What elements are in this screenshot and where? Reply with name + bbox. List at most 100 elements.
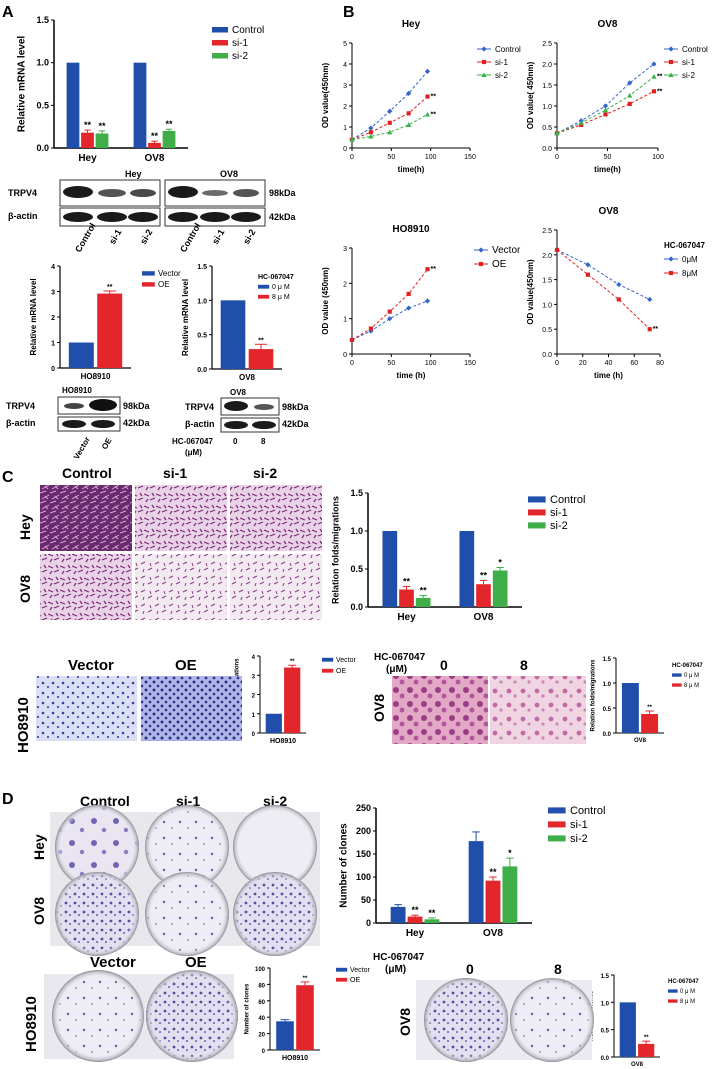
- legend-swatch: [548, 821, 566, 828]
- image-col-label: 8: [554, 961, 562, 977]
- data-point: [668, 59, 674, 65]
- bar: [148, 142, 161, 148]
- legend-label: OE: [350, 977, 360, 984]
- legend-title: HC-067047: [664, 241, 705, 250]
- chart-c-overexpression-migration: 01234Relation folds/migrations**HO8910Ve…: [234, 655, 356, 745]
- migration-images-inhibitor: HC-067047 (μM) 0 8 OV8: [371, 652, 586, 744]
- legend-label: Vector: [158, 269, 181, 278]
- blot-band: [97, 212, 127, 222]
- series-line: [351, 71, 428, 141]
- data-point: [481, 46, 487, 52]
- panel-label-c: C: [2, 469, 14, 486]
- y-tick-label: 50: [361, 895, 371, 905]
- image-col-label: si-1: [176, 793, 200, 809]
- data-point: [585, 262, 591, 268]
- y-tick-label: 0.0: [350, 602, 363, 612]
- legend-label: 0μM: [682, 255, 698, 264]
- image-row-label: HO8910: [23, 996, 40, 1052]
- y-tick-label: 4: [252, 655, 256, 661]
- y-tick-label: 2.0: [542, 62, 552, 69]
- blot-band: [200, 212, 230, 222]
- significance-label: **: [107, 284, 113, 291]
- significance-label: **: [290, 659, 295, 665]
- blot-dose-label: 0: [233, 437, 238, 446]
- y-tick-label: 40: [258, 1016, 265, 1022]
- y-tick-label: 0.0: [36, 143, 49, 153]
- y-tick-label: 0.0: [197, 367, 207, 374]
- data-point: [406, 90, 412, 96]
- legend-swatch: [322, 657, 334, 662]
- y-tick-label: 2.0: [542, 253, 552, 260]
- data-point: [627, 101, 632, 106]
- blot-lane-label: si-2: [138, 228, 154, 246]
- legend-label: Vector: [336, 657, 357, 664]
- y-tick-label: 20: [258, 1033, 265, 1039]
- bar: [390, 906, 406, 923]
- data-point: [349, 137, 355, 142]
- x-tick-label: 0: [555, 154, 559, 161]
- data-point: [349, 337, 355, 342]
- y-tick-label: 0.5: [542, 327, 552, 334]
- blot-band: [63, 212, 93, 222]
- y-tick-label: 0: [262, 1049, 266, 1055]
- y-tick-label: 0.5: [197, 333, 207, 340]
- legend-swatch: [668, 999, 678, 1003]
- legend-label: 8 μ M: [680, 999, 695, 1005]
- bar: [407, 916, 423, 923]
- data-point: [668, 46, 674, 52]
- y-tick-label: 80: [258, 983, 265, 989]
- blot-band: [224, 401, 248, 411]
- chart-b-ov8-inhibitor-growth: 0.0 0.5 1.0 1.5 2.0 2.5 0 20 40 60 80 OV8 time (h) OD…: [526, 206, 705, 380]
- bar: [459, 531, 475, 607]
- image-col-label: si-2: [263, 793, 287, 809]
- data-point: [603, 112, 608, 117]
- data-point: [554, 130, 560, 136]
- data-point: [424, 68, 431, 74]
- data-point: [602, 103, 609, 109]
- x-category-label: Hey: [406, 928, 425, 939]
- legend-swatch: [672, 673, 682, 677]
- legend-label: OE: [336, 668, 346, 675]
- blot-band: [254, 404, 274, 410]
- bar: [265, 713, 282, 733]
- y-axis-title: Relation folds/migrations: [590, 659, 596, 732]
- legend-label: OE: [158, 280, 170, 289]
- significance-label: **: [431, 111, 437, 118]
- significance-label: **: [657, 74, 663, 81]
- panel-label-a: A: [2, 4, 14, 21]
- y-tick-label: 150: [356, 849, 371, 859]
- significance-label: **: [420, 586, 428, 596]
- legend-swatch: [548, 807, 566, 814]
- bar: [485, 880, 501, 923]
- y-tick-label: 2.5: [542, 228, 552, 235]
- y-tick-label: 1.0: [36, 58, 49, 68]
- y-tick-label: 2: [343, 281, 347, 288]
- image-col-label: si-2: [253, 465, 277, 481]
- colony-dish-rim: [424, 978, 508, 1062]
- y-tick-label: 100: [255, 967, 266, 973]
- data-point: [578, 120, 584, 125]
- colony-images-knockdown: Control si-1 si-2 Hey OV8: [31, 793, 320, 956]
- y-tick-label: 0: [366, 918, 371, 928]
- y-axis-title: OD value (450nm): [321, 267, 330, 335]
- image-inhibitor-unit: (μM): [386, 664, 407, 675]
- legend-label: si-1: [232, 38, 249, 49]
- bar: [621, 683, 639, 733]
- legend-swatch: [142, 271, 155, 276]
- significance-label: **: [431, 266, 437, 273]
- y-tick-label: 1.5: [603, 657, 612, 663]
- x-category-label: OV8: [634, 738, 647, 744]
- blot-band: [233, 189, 259, 197]
- transwell-image: [141, 676, 242, 741]
- data-point: [368, 133, 374, 139]
- y-tick-label: 100: [356, 872, 371, 882]
- x-tick-label: 100: [652, 154, 664, 161]
- x-tick-label: 150: [464, 154, 476, 161]
- bar: [97, 293, 123, 368]
- series-line: [351, 268, 428, 341]
- y-axis-title: Relative mRNA level: [17, 36, 28, 133]
- blot-band: [202, 190, 228, 196]
